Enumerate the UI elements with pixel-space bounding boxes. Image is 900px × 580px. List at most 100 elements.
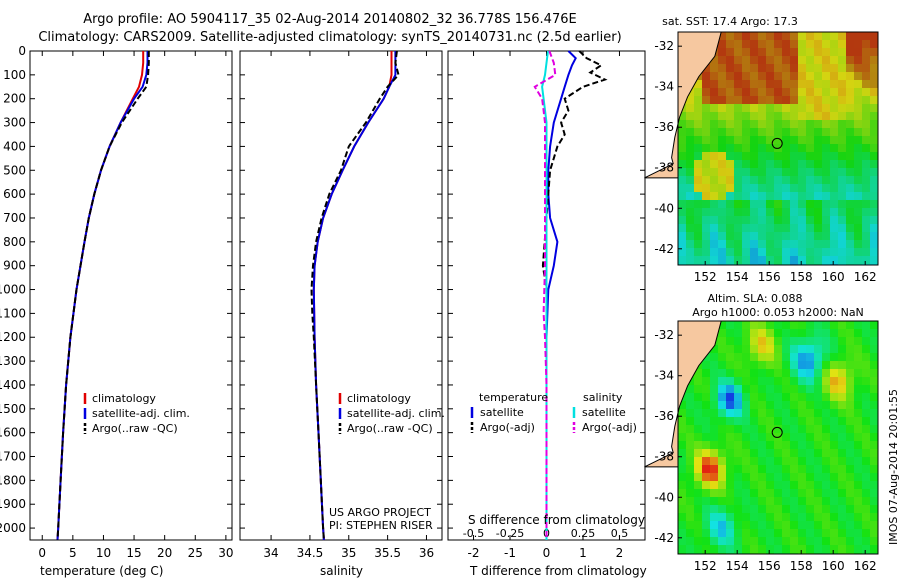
map-cell — [766, 48, 774, 56]
map-cell — [822, 473, 830, 481]
map-cell — [790, 168, 798, 176]
map-cell — [798, 216, 806, 224]
map-cell — [726, 240, 734, 248]
map-cell — [686, 545, 694, 553]
map-cell — [758, 321, 766, 329]
map-cell — [854, 337, 862, 345]
map-cell — [846, 168, 854, 176]
map-cell — [774, 505, 782, 513]
map-cell — [734, 521, 742, 529]
map-cell — [726, 232, 734, 240]
map-cell — [678, 497, 686, 505]
map-cell — [774, 465, 782, 473]
map-cell — [750, 417, 758, 425]
map-cell — [766, 208, 774, 216]
map-cell — [830, 433, 838, 441]
s-tick-label: 0.5 — [611, 527, 629, 540]
temperature-xlabel: temperature (deg C) — [40, 564, 163, 578]
map-cell — [702, 160, 710, 168]
map-cell — [822, 401, 830, 409]
map-cell — [694, 505, 702, 513]
credit-line2: PI: STEPHEN RISER — [329, 519, 433, 532]
map-cell — [766, 465, 774, 473]
map-cell — [742, 353, 750, 361]
map-cell — [862, 513, 870, 521]
map-cell — [678, 112, 686, 120]
map-cell — [718, 377, 726, 385]
map-cell — [854, 48, 862, 56]
map-cell — [734, 200, 742, 208]
map-cell — [870, 545, 878, 553]
map-cell — [838, 48, 846, 56]
map-cell — [870, 321, 878, 329]
map-cell — [758, 521, 766, 529]
map-cell — [798, 465, 806, 473]
map-cell — [814, 240, 822, 248]
map-cell — [710, 80, 718, 88]
map-cell — [694, 184, 702, 192]
map-cell — [814, 425, 822, 433]
map-cell — [822, 176, 830, 184]
map-cell — [798, 361, 806, 369]
map-cell — [814, 32, 822, 40]
map-cell — [814, 393, 822, 401]
map-cell — [710, 256, 718, 264]
map-cell — [782, 184, 790, 192]
map-cell — [862, 465, 870, 473]
map-cell — [782, 489, 790, 497]
map-cell — [702, 88, 710, 96]
map-cell — [806, 369, 814, 377]
map-cell — [734, 232, 742, 240]
map-cell — [726, 96, 734, 104]
map-cell — [846, 96, 854, 104]
map-cell — [782, 40, 790, 48]
map-cell — [806, 481, 814, 489]
map-cell — [870, 425, 878, 433]
map-cell — [782, 369, 790, 377]
map-cell — [806, 48, 814, 56]
map-cell — [846, 128, 854, 136]
map-cell — [838, 425, 846, 433]
map-cell — [870, 457, 878, 465]
map-cell — [862, 481, 870, 489]
map-cell — [870, 32, 878, 40]
map-cell — [750, 473, 758, 481]
y-tick-label: -36 — [654, 409, 674, 423]
map-cell — [758, 176, 766, 184]
map-cell — [694, 192, 702, 200]
map-cell — [790, 345, 798, 353]
map-cell — [870, 192, 878, 200]
x-tick-label: 162 — [854, 559, 877, 573]
map-cell — [862, 505, 870, 513]
map-cell — [806, 377, 814, 385]
map-cell — [830, 240, 838, 248]
map-cell — [750, 401, 758, 409]
map-cell — [790, 393, 798, 401]
map-cell — [750, 441, 758, 449]
map-cell — [814, 216, 822, 224]
map-cell — [814, 176, 822, 184]
map-cell — [830, 473, 838, 481]
map-cell — [718, 409, 726, 417]
map-cell — [790, 505, 798, 513]
map-cell — [854, 449, 862, 457]
map-cell — [838, 208, 846, 216]
map-cell — [838, 497, 846, 505]
map-cell — [822, 505, 830, 513]
map-cell — [838, 329, 846, 337]
map-cell — [822, 377, 830, 385]
map-cell — [798, 96, 806, 104]
map-cell — [870, 56, 878, 64]
map-cell — [766, 409, 774, 417]
map-cell — [758, 96, 766, 104]
map-cell — [862, 385, 870, 393]
map-cell — [726, 192, 734, 200]
map-cell — [750, 184, 758, 192]
map-cell — [678, 152, 686, 160]
map-cell — [854, 489, 862, 497]
map-cell — [742, 216, 750, 224]
map-cell — [694, 473, 702, 481]
map-cell — [782, 401, 790, 409]
map-cell — [702, 545, 710, 553]
